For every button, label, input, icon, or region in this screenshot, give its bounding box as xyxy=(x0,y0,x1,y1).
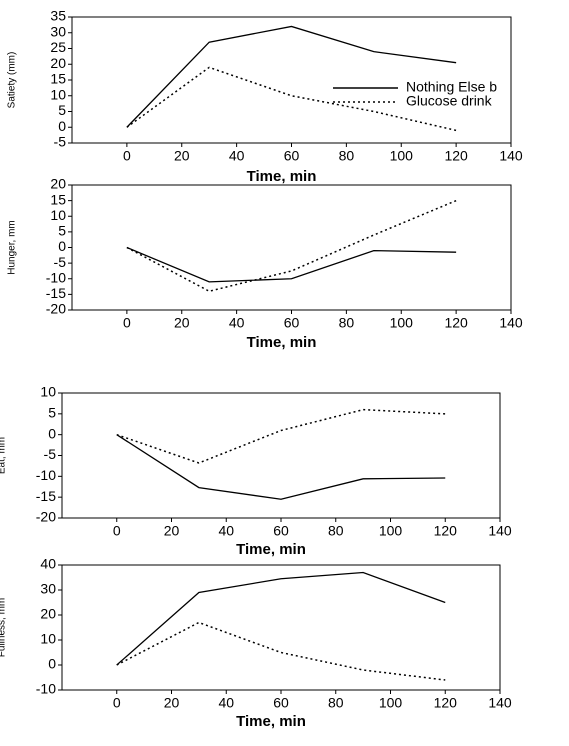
series-line xyxy=(116,434,446,500)
x-tick-label: 20 xyxy=(174,315,190,331)
y-tick-label: 35 xyxy=(50,8,66,24)
y-tick-label: 10 xyxy=(50,207,66,223)
x-tick-label: 120 xyxy=(434,695,458,711)
series-line xyxy=(116,408,446,464)
y-tick-label: -10 xyxy=(46,269,66,285)
y-tick-label: 10 xyxy=(40,631,56,647)
y-tick-label: -5 xyxy=(44,446,57,462)
chart: 0 20 40 60 80 100 120 140-505101520253035Time, … xyxy=(7,8,523,185)
y-tick-label: 40 xyxy=(40,556,56,572)
y-axis-label: Hunger, mm xyxy=(7,220,18,274)
plot-frame xyxy=(71,184,512,311)
x-tick-label: 140 xyxy=(499,148,523,164)
x-tick-label: 120 xyxy=(444,315,468,331)
y-tick-label: 0 xyxy=(58,238,66,254)
y-tick-label: -15 xyxy=(46,285,66,301)
y-tick-label: 10 xyxy=(50,86,66,102)
y-tick-label: -20 xyxy=(36,509,56,525)
x-tick-label: 0 xyxy=(113,523,121,539)
x-tick-label: 0 xyxy=(113,695,121,711)
y-tick-label: 30 xyxy=(40,581,56,597)
y-tick-label: 20 xyxy=(40,606,56,622)
series-line xyxy=(116,621,446,681)
y-tick-label: 0 xyxy=(48,656,56,672)
x-axis-label: Time, min xyxy=(247,168,317,185)
y-tick-label: -20 xyxy=(46,301,66,317)
y-tick-label: -5 xyxy=(54,254,67,270)
y-axis-label: Eat, mm xyxy=(0,437,8,474)
series-line xyxy=(116,571,446,666)
y-tick-label: 20 xyxy=(50,55,66,71)
x-tick-label: 20 xyxy=(174,148,190,164)
x-tick-label: 40 xyxy=(229,315,245,331)
x-tick-label: 60 xyxy=(284,148,300,164)
chart: 0 20 40 60 80 100 120 140-20-15-10-505101520Tim… xyxy=(7,176,523,351)
y-tick-label: -10 xyxy=(36,467,56,483)
x-tick-label: 40 xyxy=(218,695,234,711)
x-axis-label: Time, min xyxy=(236,541,306,558)
x-tick-label: 40 xyxy=(218,523,234,539)
x-tick-label: 140 xyxy=(488,523,512,539)
y-tick-label: 5 xyxy=(58,223,66,239)
x-tick-label: 20 xyxy=(164,523,180,539)
x-tick-label: 100 xyxy=(390,315,414,331)
x-axis-label: Time, min xyxy=(236,713,306,730)
legend-label: Glucose drink xyxy=(406,93,493,109)
y-axis-label: Satiety (mm) xyxy=(7,52,18,109)
y-tick-label: 20 xyxy=(50,176,66,192)
y-tick-label: 30 xyxy=(50,23,66,39)
x-tick-label: 80 xyxy=(339,315,355,331)
y-axis-label: Fullness, mm xyxy=(0,598,8,657)
x-tick-label: 80 xyxy=(328,695,344,711)
x-tick-label: 60 xyxy=(273,695,289,711)
x-tick-label: 140 xyxy=(499,315,523,331)
series-line xyxy=(126,25,457,128)
y-tick-label: -10 xyxy=(36,681,56,697)
x-tick-label: 100 xyxy=(379,523,403,539)
x-tick-label: 100 xyxy=(379,695,403,711)
series-line xyxy=(126,66,457,132)
x-tick-label: 60 xyxy=(284,315,300,331)
x-tick-label: 120 xyxy=(434,523,458,539)
x-tick-label: 0 xyxy=(123,315,131,331)
y-tick-label: 0 xyxy=(58,118,66,134)
y-tick-label: -5 xyxy=(54,134,67,150)
x-tick-label: 80 xyxy=(328,523,344,539)
x-tick-label: 60 xyxy=(273,523,289,539)
x-tick-label: 140 xyxy=(488,695,512,711)
x-tick-label: 100 xyxy=(390,148,414,164)
y-tick-label: 5 xyxy=(58,102,66,118)
chart: 0 20 40 60 80 100 120 140 -20 -15 -10 -5 0 5 10 Time, m… xyxy=(0,384,512,558)
plot-frame xyxy=(61,564,501,691)
y-tick-label: -15 xyxy=(36,488,56,504)
y-tick-label: 0 xyxy=(48,425,56,441)
legend-label: Nothing Else b xyxy=(406,79,497,95)
y-tick-label: 15 xyxy=(50,191,66,207)
x-tick-label: 40 xyxy=(229,148,245,164)
y-tick-label: 15 xyxy=(50,71,66,87)
y-tick-label: 25 xyxy=(50,39,66,55)
series-line xyxy=(126,246,457,283)
x-axis-label: Time, min xyxy=(247,334,317,351)
y-tick-label: 5 xyxy=(48,405,56,421)
series-line xyxy=(126,199,457,293)
x-tick-label: 80 xyxy=(339,148,355,164)
y-tick-label: 10 xyxy=(40,384,56,400)
x-tick-label: 0 xyxy=(123,148,131,164)
x-tick-label: 120 xyxy=(444,148,468,164)
x-tick-label: 20 xyxy=(164,695,180,711)
